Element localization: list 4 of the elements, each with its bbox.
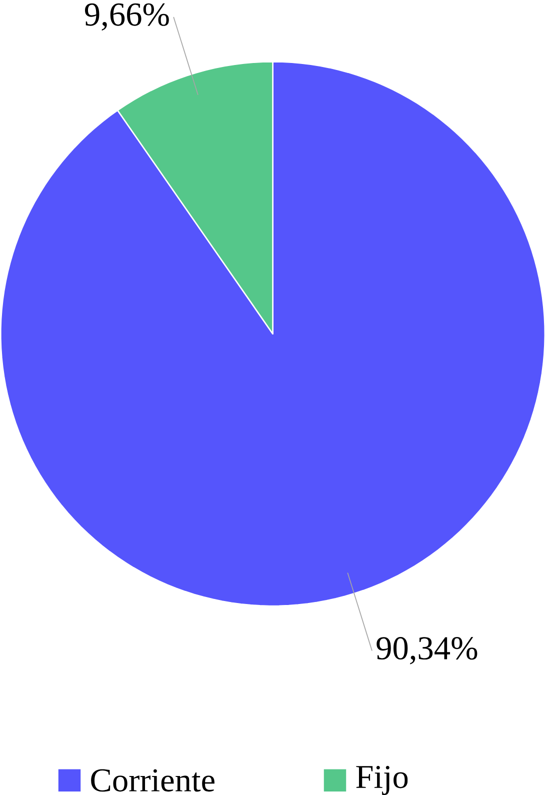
legend-label: Corriente [91, 769, 215, 792]
data-label: 90,34% [376, 637, 478, 664]
data-label: 9,66% [85, 3, 170, 31]
legend-label: Fijo [356, 766, 408, 795]
